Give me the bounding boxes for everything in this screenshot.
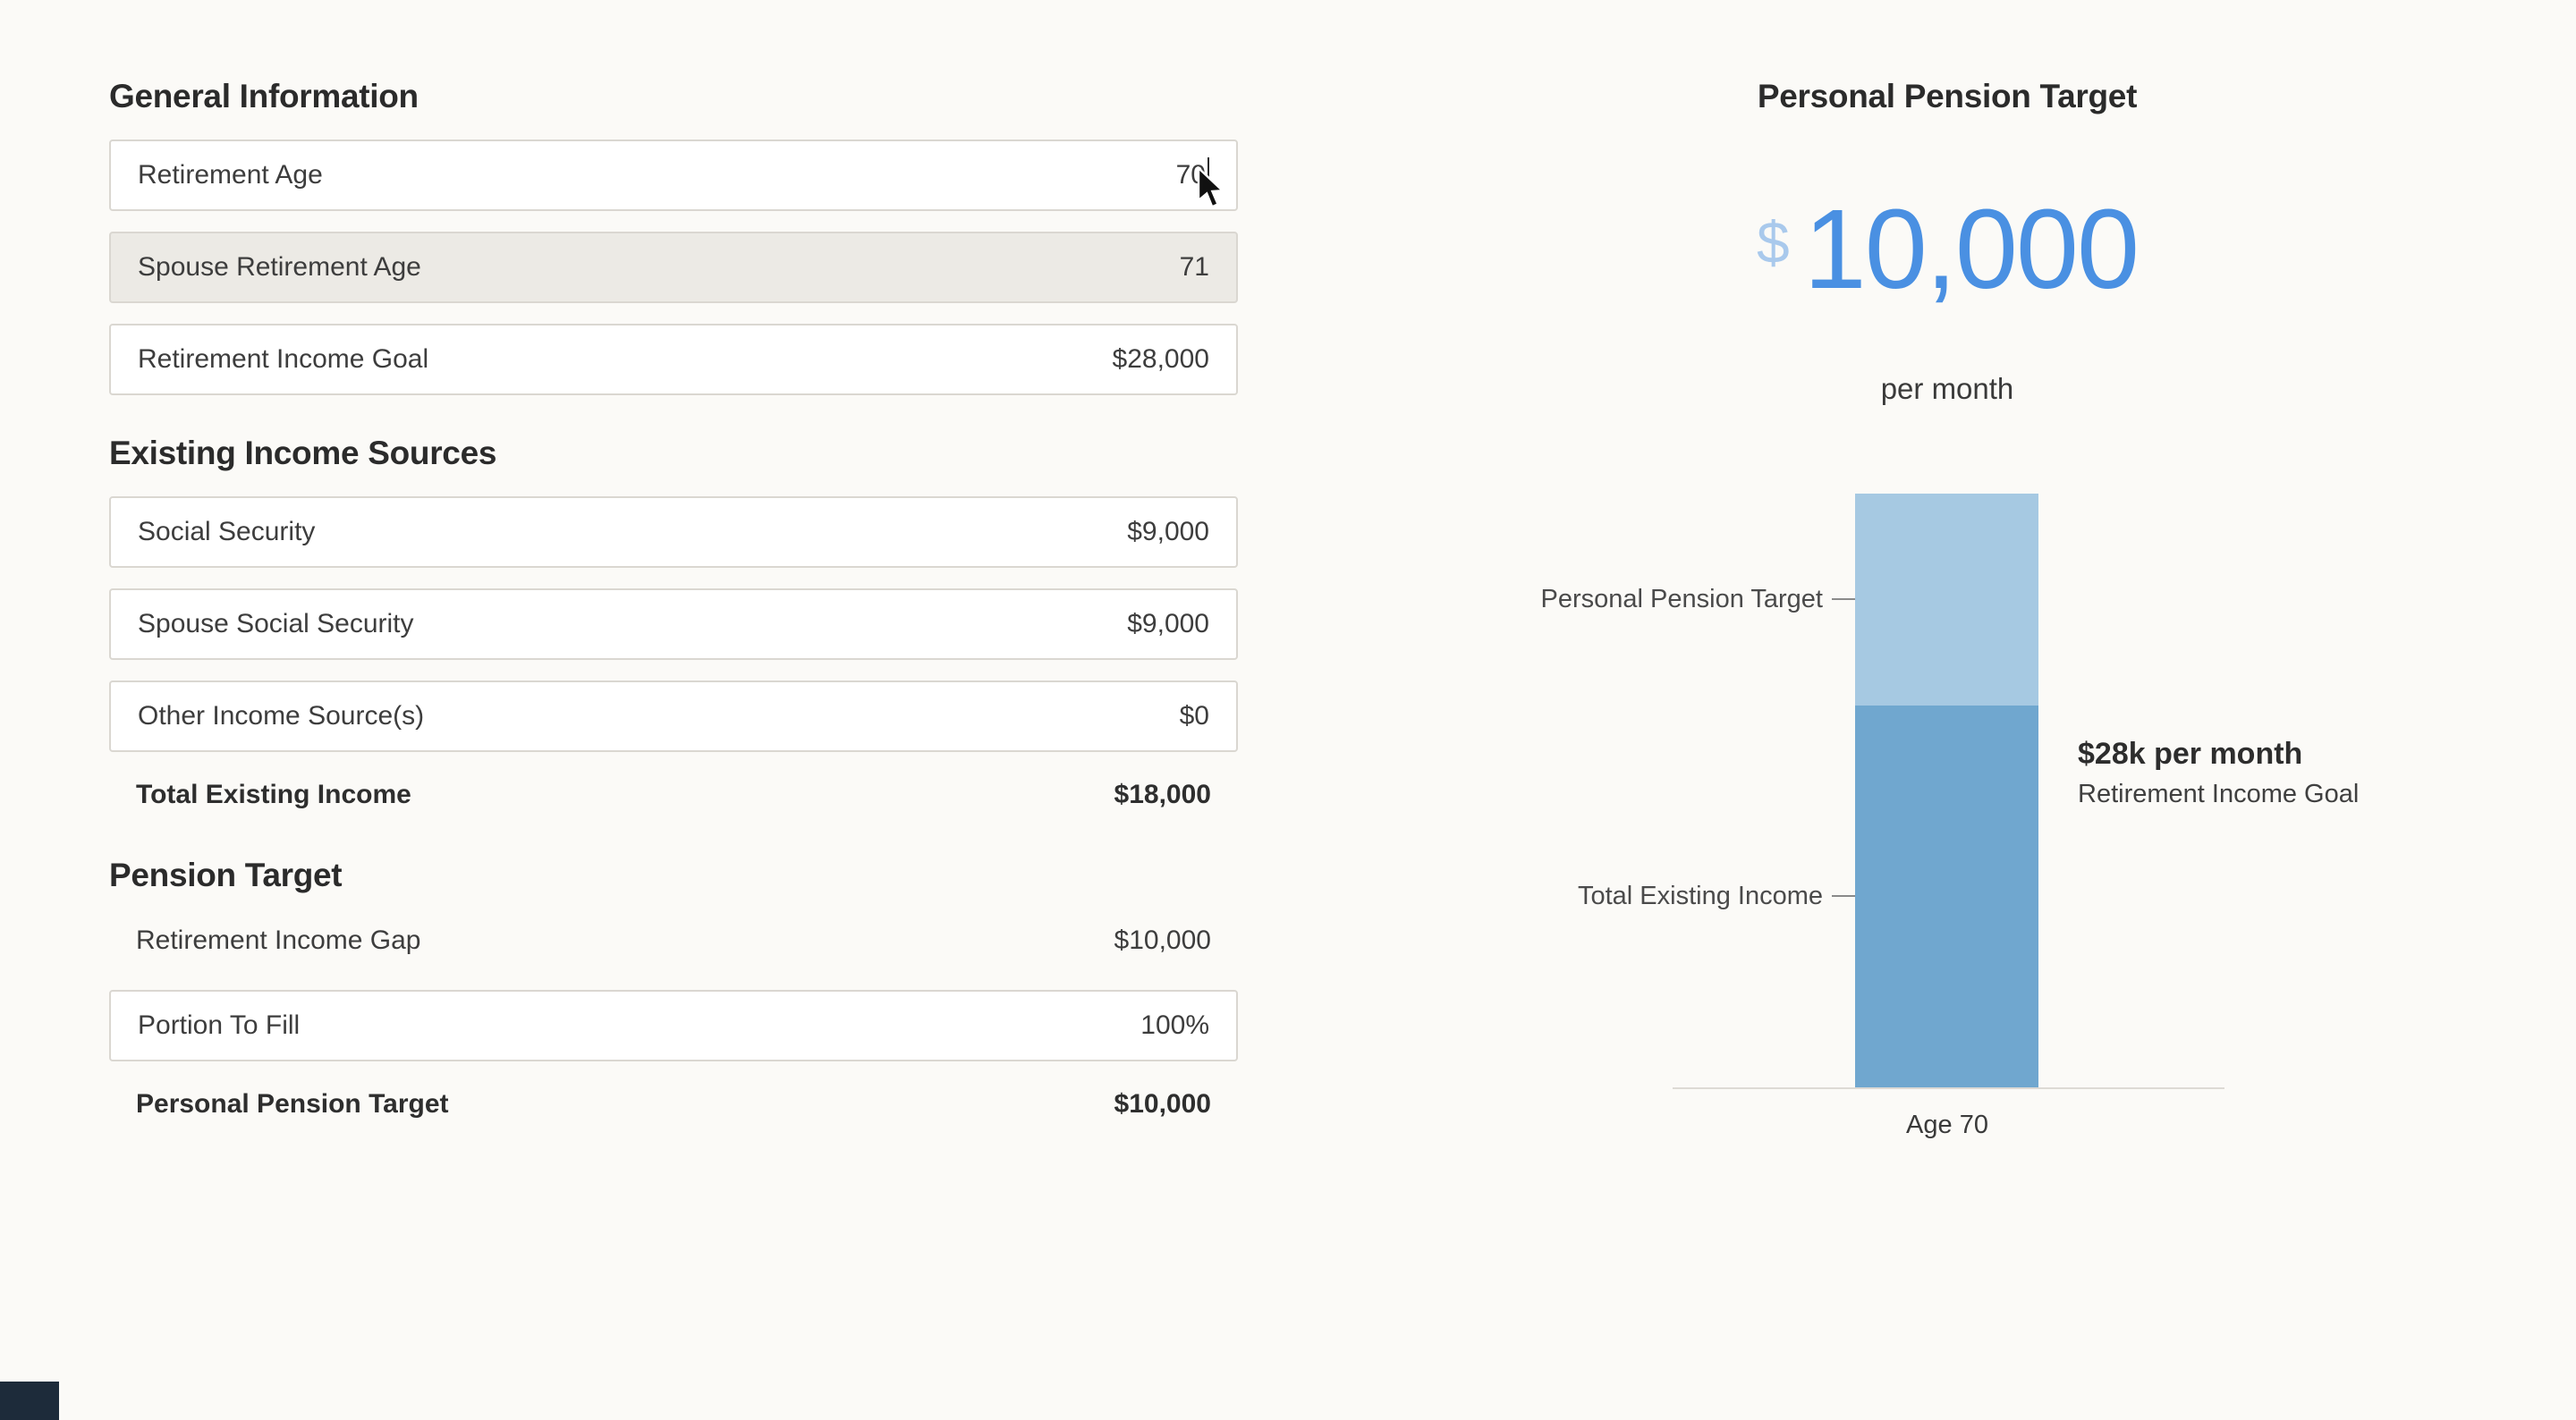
row-value-retirement-income-gap: $10,000 [1114,926,1211,955]
field-input-social-security[interactable]: $9,000 [1127,517,1209,546]
row-label-total-existing-income: Total Existing Income [136,780,411,809]
stacked-bar [1855,494,2038,1087]
field-label-retirement-income-goal: Retirement Income Goal [138,344,429,374]
bar-label-pension-target: Personal Pension Target [1500,584,1855,614]
mouse-cursor-icon [1197,166,1225,208]
field-label-other-income-sources: Other Income Source(s) [138,701,425,731]
bar-label-existing-income: Total Existing Income [1500,881,1855,911]
field-retirement-income-goal[interactable]: Retirement Income Goal $28,000 [109,324,1238,395]
field-label-portion-to-fill: Portion To Fill [138,1010,301,1040]
amount-value: 10,000 [1803,186,2140,312]
bar-label-pension-target-text: Personal Pension Target [1540,585,1823,613]
goal-annotation-label: Retirement Income Goal [2078,780,2360,808]
form-panel: General Information Retirement Age 70 Sp… [109,77,1238,1127]
bottom-left-dark-block [0,1382,59,1420]
goal-annotation: $28k per month Retirement Income Goal [2078,735,2394,810]
callout-tick [1832,598,1855,600]
field-input-portion-to-fill[interactable]: 100% [1140,1010,1209,1040]
callout-tick [1832,895,1855,897]
field-social-security[interactable]: Social Security $9,000 [109,496,1238,568]
section-title-pension-target: Pension Target [109,857,343,893]
goal-annotation-amount: $28k per month [2078,737,2303,771]
field-input-other-income-sources[interactable]: $0 [1179,701,1209,731]
summary-title: Personal Pension Target [1757,78,2138,114]
text-caret [1208,157,1209,193]
x-axis-line [1673,1087,2224,1089]
row-personal-pension-target: Personal Pension Target $10,000 [109,1082,1238,1127]
field-label-social-security: Social Security [138,517,316,546]
field-spouse-social-security[interactable]: Spouse Social Security $9,000 [109,588,1238,660]
row-value-total-existing-income: $18,000 [1114,780,1211,809]
field-label-retirement-age: Retirement Age [138,160,323,190]
row-total-existing-income: Total Existing Income $18,000 [109,773,1238,817]
row-retirement-income-gap: Retirement Income Gap $10,000 [109,918,1238,963]
section-title-general-information: General Information [109,78,419,114]
field-spouse-retirement-age: Spouse Retirement Age 71 [109,232,1238,303]
field-other-income-sources[interactable]: Other Income Source(s) $0 [109,680,1238,752]
field-portion-to-fill[interactable]: Portion To Fill 100% [109,990,1238,1061]
bar-label-existing-income-text: Total Existing Income [1577,882,1823,910]
bar-segment-existing-income [1855,706,2038,1087]
section-existing-income-sources: Existing Income Sources Social Security … [109,434,1238,817]
row-label-personal-pension-target: Personal Pension Target [136,1089,449,1119]
field-input-spouse-retirement-age: 71 [1179,252,1209,282]
section-title-existing-income-sources: Existing Income Sources [109,435,497,471]
pension-target-amount: $ 10,000 [1500,182,2394,317]
field-input-spouse-social-security[interactable]: $9,000 [1127,609,1209,638]
bar-segment-pension-target [1855,494,2038,706]
section-general-information: General Information Retirement Age 70 Sp… [109,77,1238,395]
field-input-retirement-income-goal[interactable]: $28,000 [1112,344,1209,374]
per-month-label: per month [1880,372,2014,405]
field-retirement-age[interactable]: Retirement Age 70 [109,139,1238,211]
row-label-retirement-income-gap: Retirement Income Gap [136,926,421,955]
section-pension-target: Pension Target Retirement Income Gap $10… [109,856,1238,1127]
summary-panel: Personal Pension Target $ 10,000 per mon… [1500,77,2394,1329]
currency-symbol: $ [1756,209,1790,275]
field-label-spouse-retirement-age: Spouse Retirement Age [138,252,421,282]
x-axis-label: Age 70 [1906,1111,1988,1139]
row-value-personal-pension-target: $10,000 [1114,1089,1211,1119]
field-label-spouse-social-security: Spouse Social Security [138,609,414,638]
